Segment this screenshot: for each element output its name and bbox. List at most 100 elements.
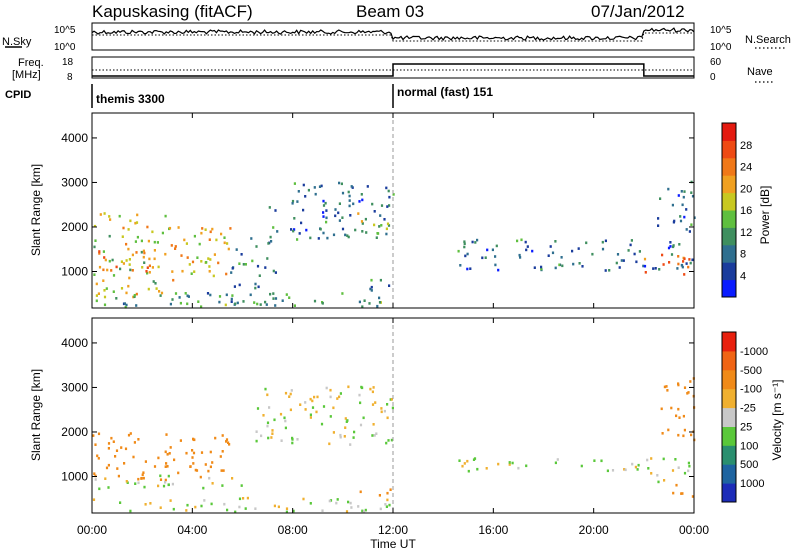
power-y-tick-label: 1000 (61, 264, 88, 278)
power-echo-cell (208, 270, 211, 273)
power-echo-cell (140, 250, 143, 254)
power-echo-cell (112, 274, 116, 277)
velocity-echo-cell (153, 465, 157, 468)
power-echo-cell (288, 296, 291, 299)
velocity-echo-cell (141, 473, 144, 477)
power-echo-cell (274, 209, 277, 212)
power-echo-cell (484, 256, 487, 259)
power-echo-cell (474, 241, 477, 244)
power-colorbar-swatch (722, 244, 736, 263)
power-echo-cell (145, 270, 148, 273)
power-echo-cell (127, 228, 130, 231)
velocity-echo-cell (280, 439, 283, 442)
velocity-echo-cell (554, 461, 557, 465)
power-echo-cell (146, 266, 149, 269)
power-echo-cell (293, 304, 296, 307)
power-echo-cell (385, 186, 388, 190)
power-echo-cell (585, 241, 588, 245)
power-colorbar-tick: 24 (740, 162, 752, 174)
power-echo-cell (102, 250, 105, 253)
power-echo-cell (256, 302, 259, 306)
power-echo-cell (131, 269, 134, 272)
power-echo-cell (558, 263, 561, 267)
velocity-echo-cell (380, 407, 383, 410)
power-echo-cell (358, 300, 361, 304)
power-echo-cell (642, 264, 645, 268)
power-echo-cell (158, 290, 161, 293)
power-echo-cell (341, 227, 345, 231)
velocity-echo-cell (289, 392, 292, 396)
velocity-echo-cell (210, 502, 213, 506)
freq-left-tick-top: 18 (62, 57, 74, 68)
velocity-echo-cell (386, 498, 389, 502)
velocity-echo-cell (672, 491, 675, 495)
freq-left-tick-bottom: 8 (67, 72, 73, 83)
velocity-echo-cell (127, 433, 131, 437)
power-echo-cell (358, 200, 361, 203)
velocity-echo-cell (223, 502, 226, 506)
power-echo-cell (98, 250, 101, 253)
power-echo-cell (264, 300, 267, 304)
power-echo-cell (533, 266, 536, 269)
velocity-echo-cell (338, 395, 341, 399)
velocity-echo-cell (266, 393, 269, 397)
velocity-echo-cell (357, 505, 360, 508)
power-echo-cell (369, 287, 372, 291)
velocity-echo-cell (656, 474, 659, 477)
power-echo-cell (127, 284, 130, 288)
x-tick-label: 16:00 (478, 523, 508, 537)
velocity-echo-cell (179, 439, 182, 442)
power-echo-cell (293, 182, 296, 185)
velocity-echo-cell (665, 385, 668, 388)
power-echo-cell (108, 234, 111, 238)
velocity-echo-cell (352, 436, 355, 439)
velocity-echo-cell (246, 496, 249, 500)
power-echo-cell (659, 197, 662, 200)
power-echo-cell (457, 249, 460, 253)
power-echo-cell (93, 245, 96, 249)
power-echo-cell (370, 278, 373, 282)
power-echo-cell (491, 248, 494, 252)
power-echo-cell (667, 187, 670, 191)
power-echo-cell (129, 268, 132, 272)
velocity-echo-cell (686, 392, 689, 395)
velocity-echo-cell (285, 507, 289, 510)
x-axis-title: Time UT (370, 537, 416, 551)
power-echo-cell (135, 304, 138, 307)
power-echo-cell (272, 297, 275, 300)
velocity-echo-cell (234, 510, 237, 514)
power-y-axis: 1000 2000 3000 4000 (61, 131, 694, 278)
power-colorbar-swatch (722, 279, 736, 298)
power-colorbar-tick: 16 (740, 205, 752, 217)
velocity-echo-cell (228, 443, 231, 446)
power-echo-cell (272, 292, 275, 295)
velocity-echo-cell (329, 395, 332, 399)
velocity-echo-cell (166, 465, 169, 468)
velocity-echo-cell (299, 403, 302, 406)
noise-left-tick-top: 10^5 (54, 25, 76, 36)
velocity-echo-cell (662, 457, 665, 461)
power-echo-cell (188, 263, 191, 266)
velocity-echo-cell (680, 492, 683, 495)
velocity-echo-cell (385, 505, 388, 508)
power-echo-cell (274, 297, 278, 300)
power-echo-cell (102, 279, 105, 282)
velocity-echo-cell (142, 471, 145, 474)
power-echo-cell (352, 202, 355, 206)
power-echo-cell (181, 269, 184, 273)
velocity-echo-cell (304, 401, 307, 404)
nave-label: Nave (747, 66, 773, 78)
velocity-echo-cell (380, 410, 383, 414)
velocity-echo-cell (277, 505, 280, 509)
power-echo-cell (112, 290, 115, 293)
power-echo-cell (134, 240, 137, 243)
velocity-echo-cell (117, 474, 120, 478)
power-echo-cell (164, 252, 167, 256)
velocity-echo-cell (171, 482, 174, 486)
noise-left-label: N.Sky (2, 36, 32, 48)
velocity-echo-cell (172, 507, 175, 511)
power-echo-cell (276, 230, 279, 233)
velocity-echo-cell (260, 434, 263, 438)
power-echo-cell (269, 235, 272, 239)
cpid-segment-2: normal (fast) 151 (397, 85, 493, 99)
